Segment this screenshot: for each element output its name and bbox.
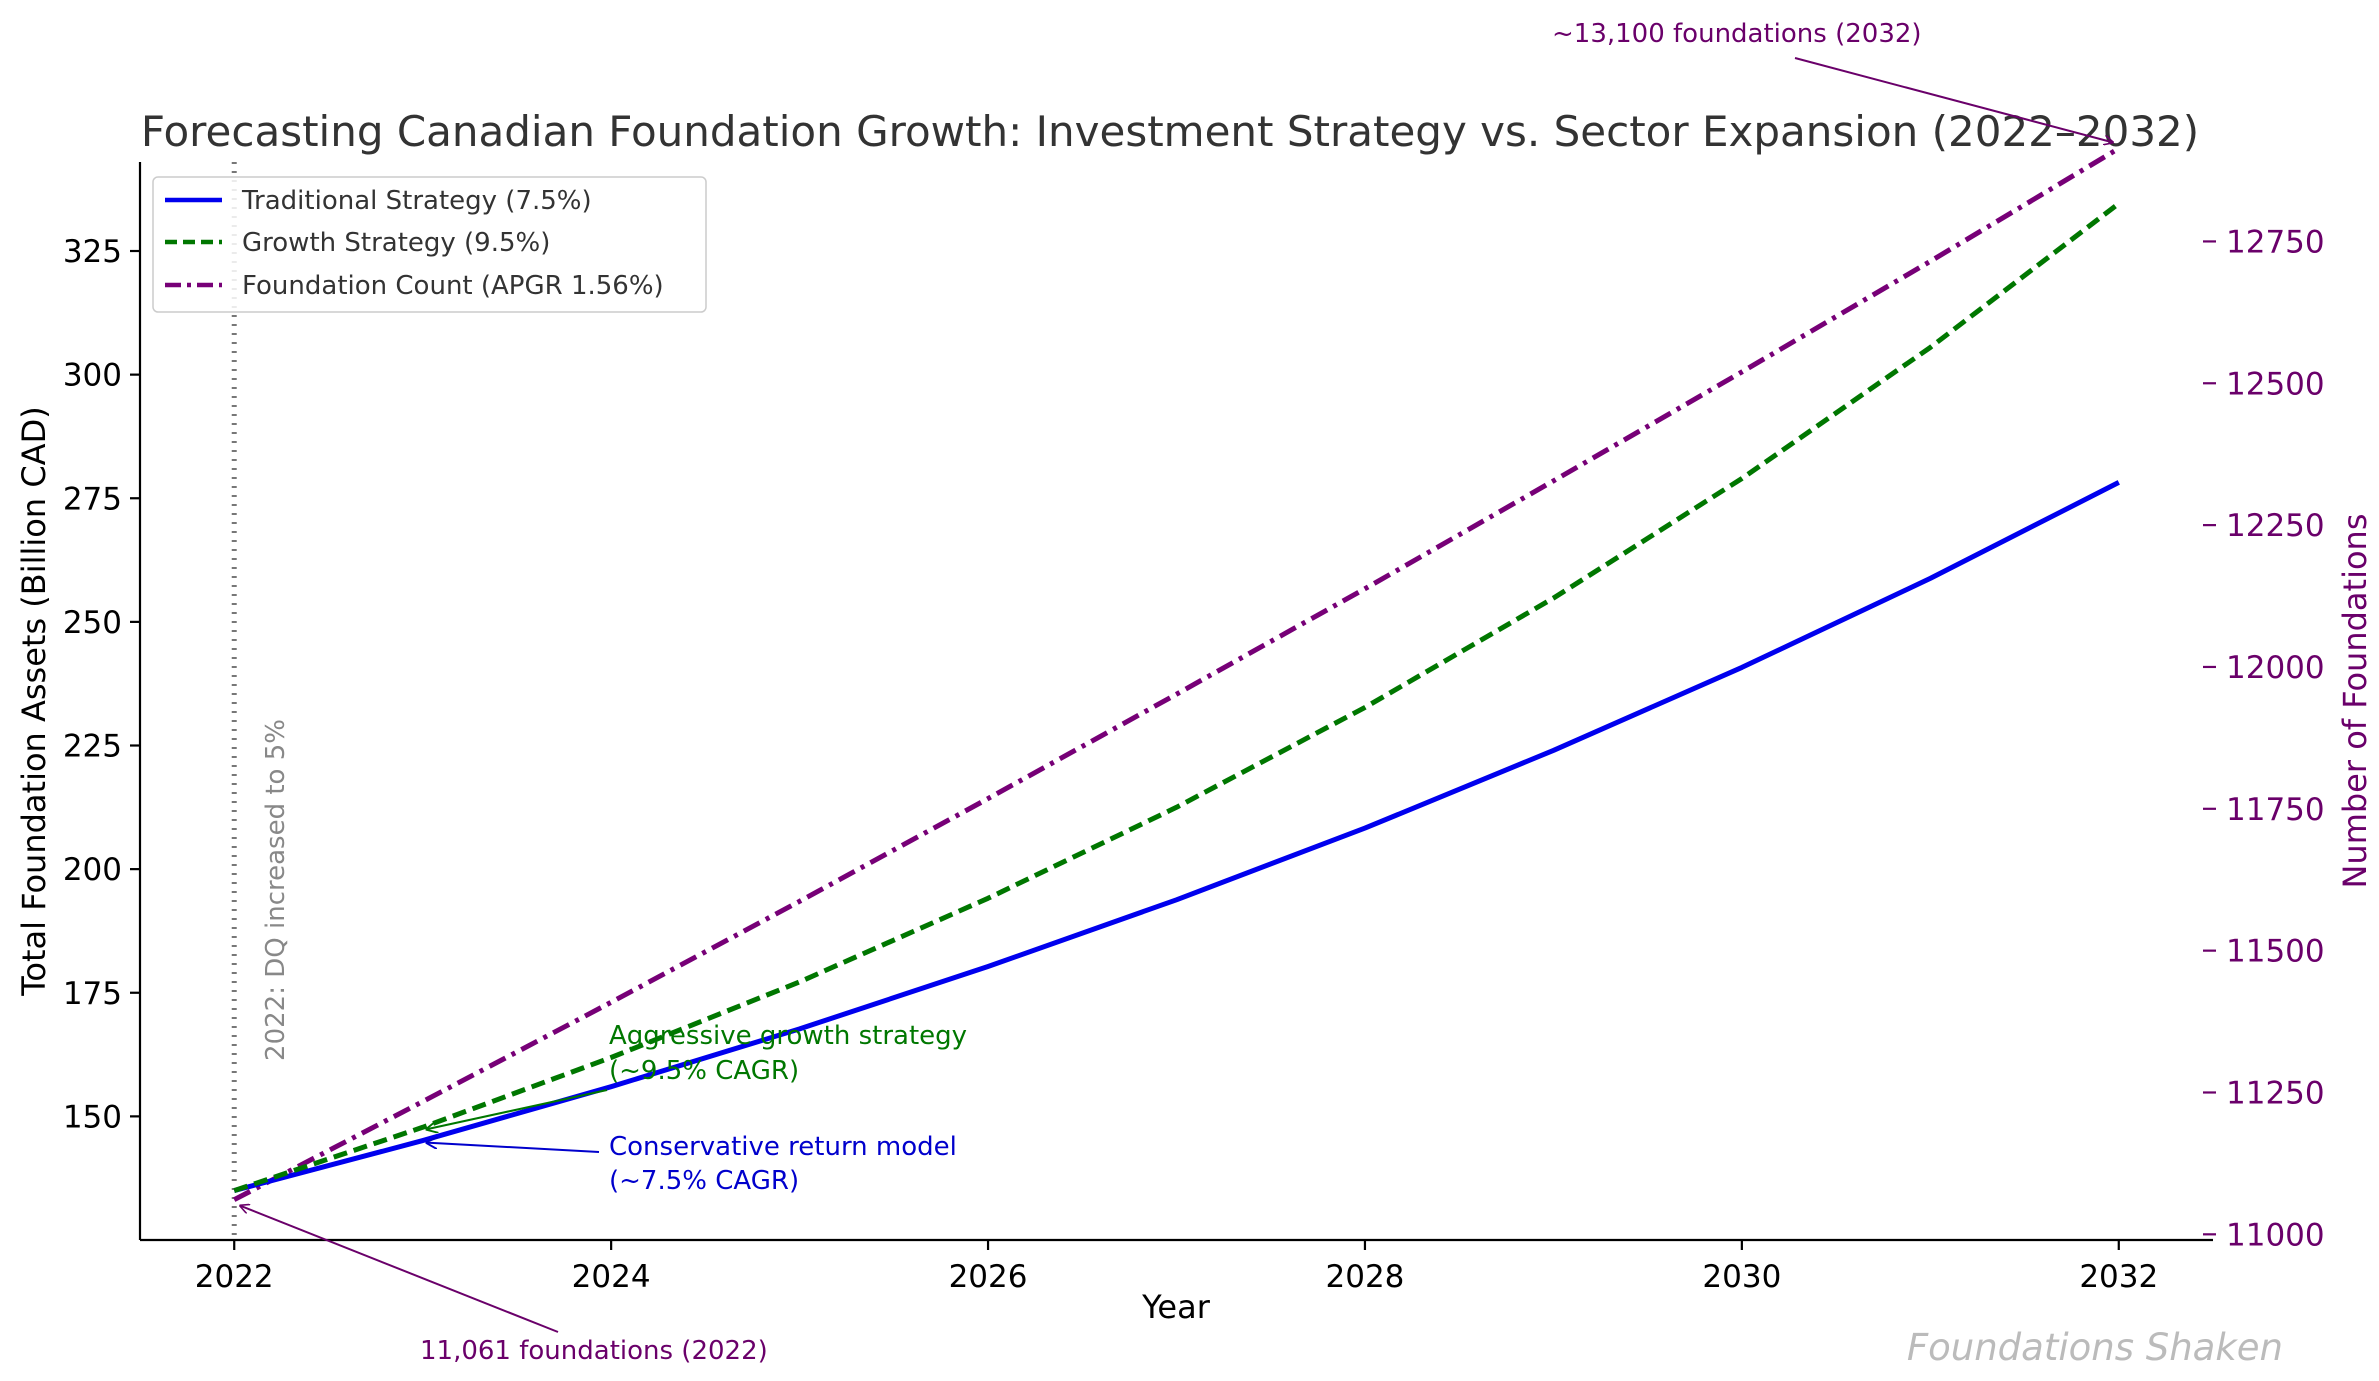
foundation-count-line — [233, 146, 2121, 1202]
legend-box — [152, 176, 707, 313]
right-tick-label: 12500 — [2226, 366, 2325, 402]
y-axis-title: Total Foundation Assets (Billion CAD) — [15, 406, 53, 996]
right-axis-ticks: 11000 11250 11500 11750 12000 12250 12500 12750 — [2203, 224, 2325, 1253]
dq-annotation: 2022: DQ increased to 5% — [261, 719, 291, 1061]
right-tick-label: 11000 — [2226, 1217, 2325, 1253]
y-tick-label: 225 — [63, 729, 122, 765]
x-tick-label: 2026 — [949, 1259, 1028, 1295]
y-tick-label: 200 — [63, 852, 122, 888]
y-tick-label: 275 — [63, 481, 122, 517]
x-tick-label: 2022 — [195, 1259, 274, 1295]
right-tick-label: 11500 — [2226, 934, 2325, 970]
legend-label-traditional: Traditional Strategy (7.5%) — [241, 186, 592, 216]
foundations-2022-annotation: 11,061 foundations (2022) — [420, 1336, 768, 1366]
right-axis-title: Number of Foundations — [2336, 513, 2374, 888]
x-tick-label: 2028 — [1326, 1259, 1405, 1295]
chart-title: Forecasting Canadian Foundation Growth: … — [141, 107, 2199, 156]
x-axis-ticks: 2022 2024 2026 2028 2030 2032 — [195, 1240, 2158, 1295]
conservative-annotation-line2: (~7.5% CAGR) — [609, 1166, 799, 1196]
right-tick-label: 12000 — [2226, 650, 2325, 686]
x-tick-label: 2024 — [572, 1259, 651, 1295]
y-axis-ticks: 150 175 200 225 250 275 300 325 — [63, 234, 140, 1135]
y-tick-label: 175 — [63, 976, 122, 1012]
traditional-strategy-line — [233, 480, 2120, 1194]
conservative-arrow — [427, 1143, 600, 1153]
right-tick-label: 12250 — [2226, 508, 2325, 544]
x-tick-label: 2032 — [2079, 1259, 2158, 1295]
aggressive-annotation-line2: (~9.5% CAGR) — [609, 1056, 799, 1086]
y-tick-label: 325 — [63, 234, 122, 270]
legend-label-foundation-count: Foundation Count (APGR 1.56%) — [242, 271, 664, 301]
aggressive-arrow — [427, 1089, 608, 1129]
foundations-2032-annotation: ~13,100 foundations (2032) — [1552, 19, 1922, 49]
legend-label-growth: Growth Strategy (9.5%) — [242, 228, 550, 258]
right-tick-label: 11750 — [2226, 792, 2325, 828]
legend: Traditional Strategy (7.5%) Growth Strat… — [152, 176, 707, 313]
y-tick-label: 150 — [63, 1099, 122, 1135]
y-tick-label: 250 — [63, 605, 122, 641]
series-layer — [233, 146, 2121, 1202]
right-tick-label: 12750 — [2226, 224, 2325, 260]
x-tick-label: 2030 — [1702, 1259, 1781, 1295]
foundations-2022-arrow — [240, 1206, 559, 1333]
conservative-annotation-line1: Conservative return model — [609, 1132, 957, 1162]
right-tick-label: 11250 — [2226, 1075, 2325, 1111]
aggressive-annotation-line1: Aggressive growth strategy — [609, 1021, 967, 1051]
y-tick-label: 300 — [63, 358, 122, 394]
x-axis-title: Year — [1141, 1288, 1211, 1326]
watermark: Foundations Shaken — [1907, 1326, 2283, 1369]
foundations-2032-arrow — [1794, 57, 2113, 142]
growth-strategy-line — [233, 201, 2121, 1193]
